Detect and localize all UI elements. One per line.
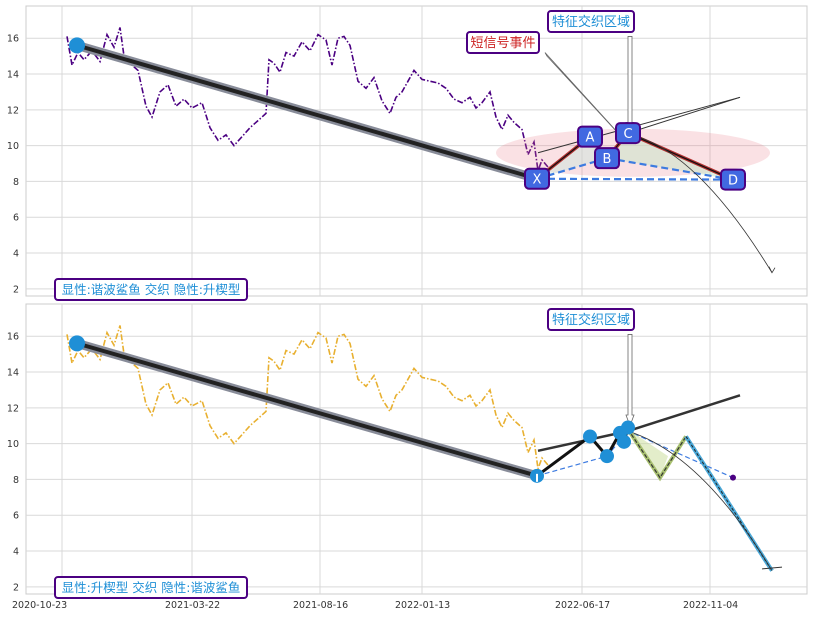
pattern-summary-box <box>54 278 248 301</box>
y-tick-label: 12 <box>7 105 19 116</box>
price-series-line <box>66 27 549 171</box>
pattern-triangle-bcd <box>607 133 733 180</box>
pattern-leg <box>627 132 734 181</box>
pattern-leg-xa <box>75 341 539 478</box>
vertex-label-C: C <box>623 127 632 142</box>
vertex-label-box <box>615 122 641 145</box>
y-tick-label: 2 <box>13 284 19 295</box>
pattern-vertex-dot <box>621 420 635 435</box>
projection-curve <box>637 136 773 273</box>
target-point <box>730 474 736 481</box>
vertex-label-A: A <box>586 131 595 146</box>
plot-frame <box>25 5 808 297</box>
y-tick-label: 16 <box>7 34 19 45</box>
event-label-box <box>466 31 540 54</box>
region-label-box <box>547 308 635 331</box>
pattern-summary-box <box>54 576 248 599</box>
x-tick-label: 2021-03-22 <box>165 600 220 611</box>
y-tick-label: 2 <box>13 582 19 593</box>
pattern-summary-label: 显性:谐波鲨鱼 交织 隐性:升楔型 <box>62 282 241 297</box>
zigzag-line <box>627 428 687 479</box>
y-tick-label: 14 <box>7 368 19 379</box>
pattern-leg-xa <box>75 43 539 181</box>
vertex-label-box <box>524 167 550 190</box>
x-tick-label: 2020-10-23 <box>12 600 67 611</box>
y-tick-label: 12 <box>7 403 19 414</box>
y-tick-label: 10 <box>7 141 19 152</box>
vertex-label-X: X <box>533 173 542 188</box>
region-callout-arrow <box>625 334 635 427</box>
pattern-vertex-dot <box>600 449 614 464</box>
pattern-summary-label: 显性:升楔型 交织 隐性:谐波鲨鱼 <box>62 580 241 595</box>
projection-curve <box>627 430 773 571</box>
x-tick-label: 2022-06-17 <box>555 600 610 611</box>
y-tick-label: 8 <box>13 177 19 188</box>
wedge-line <box>627 394 741 433</box>
pattern-vertex-dot <box>583 429 597 444</box>
region-label: 特征交织区域 <box>552 312 630 328</box>
x-axis: 2020-10-23 2021-03-22 2021-08-16 2022-01-13… <box>12 600 738 611</box>
pattern-leg <box>536 435 591 478</box>
target-marker <box>761 566 783 570</box>
wedge-line <box>627 96 741 134</box>
vertex-label-D: D <box>728 174 738 189</box>
x-tick-label: 2022-11-04 <box>683 600 738 611</box>
vertex-label-box <box>577 125 603 148</box>
y-tick-label: 16 <box>7 332 19 343</box>
start-point <box>69 37 85 54</box>
y-tick-label: 4 <box>13 547 19 558</box>
y-tick-label: 6 <box>13 213 19 224</box>
y-tick-label: 14 <box>7 70 19 81</box>
y-tick-label: 10 <box>7 439 19 450</box>
y-tick-label: 4 <box>13 249 19 260</box>
region-label-box <box>547 10 635 33</box>
x-tick-label: 2022-01-13 <box>395 600 450 611</box>
vertex-label-box <box>720 168 746 191</box>
y-tick-label: 8 <box>13 475 19 486</box>
pattern-vertex-dot <box>617 434 631 449</box>
x-tick-label: 2021-08-16 <box>293 600 348 611</box>
projection-arrow <box>768 266 776 274</box>
vertex-label-B: B <box>603 152 612 167</box>
pattern-vertex-dot <box>69 335 85 352</box>
y-tick-label: 6 <box>13 511 19 522</box>
vertex-label-box <box>594 147 620 170</box>
region-label: 特征交织区域 <box>552 14 630 30</box>
plot-frame <box>25 303 808 595</box>
price-series-line <box>66 325 549 469</box>
event-label: 短信号事件 <box>470 36 535 51</box>
